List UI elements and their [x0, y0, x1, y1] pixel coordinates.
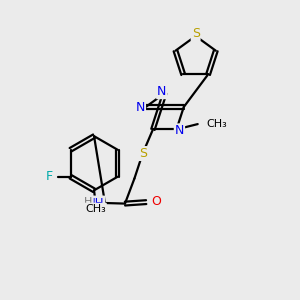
- Text: NH: NH: [87, 196, 104, 209]
- Text: S: S: [139, 147, 147, 160]
- Text: H: H: [84, 197, 93, 207]
- Text: N: N: [175, 124, 184, 137]
- Text: CH₃: CH₃: [85, 204, 106, 214]
- Text: F: F: [46, 170, 53, 183]
- Text: O: O: [152, 195, 161, 208]
- Text: N: N: [136, 100, 145, 113]
- Text: CH₃: CH₃: [206, 119, 227, 129]
- Text: N: N: [157, 85, 167, 98]
- Text: S: S: [192, 27, 200, 40]
